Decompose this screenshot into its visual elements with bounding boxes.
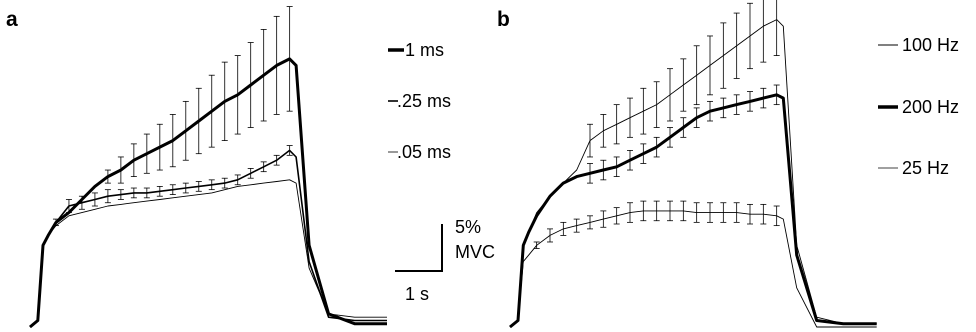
panel-a-label: a <box>6 8 18 31</box>
legend-b: 100 Hz 200 Hz 25 Hz <box>878 35 959 178</box>
scale-bar-x-label: 1 s <box>405 284 429 304</box>
series-line-25-ms <box>29 149 387 328</box>
series-line-1-ms <box>29 57 387 329</box>
error-bar-100-hz <box>773 0 780 56</box>
series-line-25-hz <box>509 210 877 328</box>
legend-label-005ms: .05 ms <box>397 142 451 162</box>
scale-bar-y-label-1: 5% <box>455 217 481 237</box>
panel-a-plot <box>29 6 387 329</box>
legend-label-025ms: .25 ms <box>397 91 451 111</box>
panel-b-plot <box>509 0 877 329</box>
series-line-200-hz <box>509 93 877 329</box>
error-bar-100-hz <box>760 0 767 63</box>
legend-label-100hz: 100 Hz <box>902 35 959 55</box>
legend-label-200hz: 200 Hz <box>902 97 959 117</box>
legend-label-1ms: 1 ms <box>405 40 444 60</box>
panel-b-label: b <box>497 8 510 31</box>
series-line-05-ms <box>29 179 387 328</box>
series-line-100-hz <box>509 19 877 328</box>
legend-label-25hz: 25 Hz <box>902 158 949 178</box>
legend-a: 1 ms .25 ms .05 ms <box>388 40 451 162</box>
scale-bar: 5% MVC 1 s <box>395 217 495 304</box>
scale-bar-y-label-2: MVC <box>455 242 495 262</box>
